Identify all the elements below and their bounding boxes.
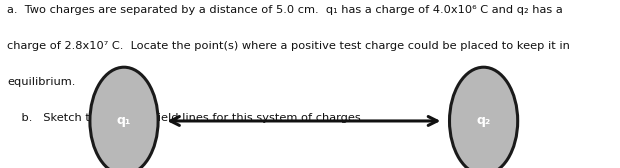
- Text: equilibrium.: equilibrium.: [7, 77, 76, 87]
- Text: charge of 2.8x10⁷ C.  Locate the point(s) where a positive test charge could be : charge of 2.8x10⁷ C. Locate the point(s)…: [7, 41, 570, 51]
- Text: b.   Sketch the electric field lines for this system of charges.: b. Sketch the electric field lines for t…: [7, 113, 365, 123]
- Text: q₂: q₂: [477, 114, 490, 128]
- Text: q₁: q₁: [117, 114, 131, 128]
- Ellipse shape: [450, 67, 518, 168]
- Text: a.  Two charges are separated by a distance of 5.0 cm.  q₁ has a charge of 4.0x1: a. Two charges are separated by a distan…: [7, 5, 563, 15]
- Ellipse shape: [90, 67, 158, 168]
